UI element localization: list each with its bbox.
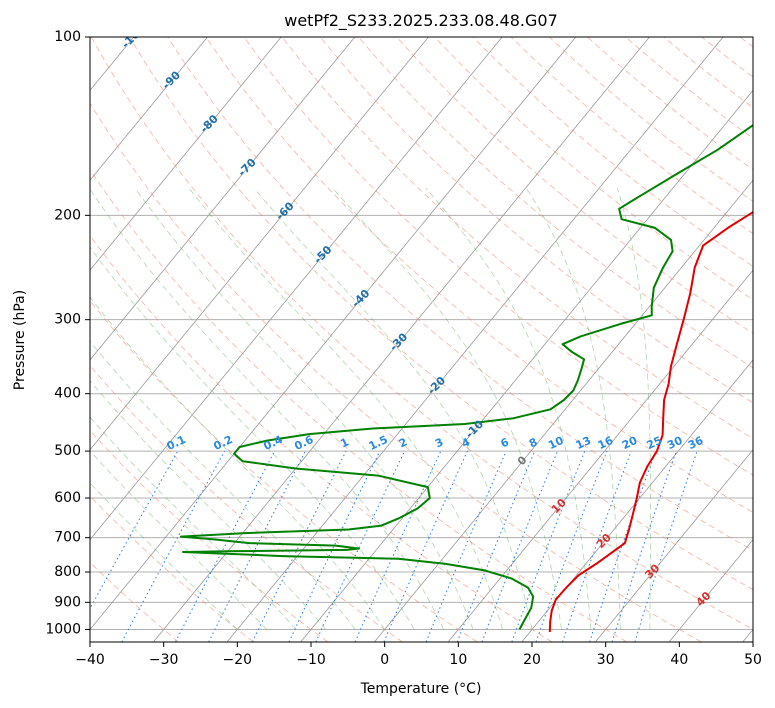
x-axis-ticks: −40 −30 −20 −10 0 10 20 30 40 50 [75,642,762,668]
mixing-ratio-line [481,450,558,642]
isotherm-line [90,37,577,631]
mixing-ratio-line [634,450,698,642]
mixing-ratio-line [288,450,381,642]
dry-adiabat [205,37,753,513]
moist-adiabat [134,187,474,630]
x-tick-label: 10 [449,652,467,668]
y-tick-label: 1000 [45,621,81,637]
chart-title: wetPf2_S233.2025.233.08.48.G07 [284,11,558,31]
dry-adiabat [319,37,753,404]
mixing-ratio-line [611,450,677,642]
dry-adiabat [90,234,553,642]
isotherm-line [90,37,356,361]
x-tick-label: 0 [380,652,389,668]
temperature-line [548,210,753,633]
x-tick-label: −10 [296,652,326,668]
y-tick-label: 600 [54,490,81,506]
mixing-ratio-line [315,450,406,642]
x-tick-label: 40 [670,652,688,668]
mixing-ratio-line [589,450,657,642]
data-series [179,123,753,633]
moist-adiabat [525,187,621,630]
mixing-ratio-label: 16 [596,434,616,452]
moist-adiabat [90,188,444,630]
y-tick-label: 900 [54,594,81,610]
y-tick-label: 200 [54,207,81,223]
moist-adiabats [90,187,651,630]
mixing-ratio-label: 20 [620,434,640,452]
moist-adiabat [90,416,297,630]
y-tick-label: 800 [54,564,81,580]
mixing-ratio-line [511,450,586,642]
moist-adiabat [90,246,415,630]
dry-adiabat [243,37,753,476]
mixing-ratio-lines [90,450,698,642]
isotherm-line [90,37,282,271]
x-axis-label: Temperature (°C) [360,681,482,697]
isotherm-line [90,37,429,451]
x-tick-label: −20 [223,652,253,668]
moist-adiabat [90,340,356,630]
dry-adiabat [90,429,329,642]
dry-adiabat [167,37,753,552]
mixing-ratio-label: 25 [645,434,664,452]
x-tick-label: 30 [597,652,615,668]
mixing-ratio-line [252,450,347,642]
mixing-ratio-label: 30 [665,434,685,452]
mixing-ratio-line [121,450,226,642]
x-tick-label: −30 [149,652,179,668]
moist-adiabat [90,482,238,630]
mixing-ratio-label: 10 [546,434,566,452]
x-tick-label: 50 [744,652,762,668]
isotherm-line [300,89,753,642]
moist-adiabat [616,188,651,630]
x-tick-label: −40 [75,652,105,668]
dry-adiabat [90,169,627,642]
isotherm-line [226,37,724,642]
isotherm-line [90,37,208,181]
mixing-ratio-label: 13 [574,434,593,452]
y-tick-label: 500 [54,443,81,459]
isotherm-line [374,179,753,642]
dry-adiabat [90,561,179,642]
moist-adiabat [90,380,327,630]
moist-adiabat [188,187,503,630]
isotherm-line [90,37,503,541]
moist-adiabat [425,187,592,630]
y-axis-label: Pressure (hPa) [12,290,28,390]
x-tick-label: 20 [523,652,541,668]
y-tick-label: 300 [54,312,81,328]
y-axis-ticks: 100 200 300 400 500 600 700 800 900 1000 [45,29,90,637]
isotherm-line [668,538,753,642]
isotherm-line [521,359,753,642]
dry-adiabats [90,37,753,642]
mixing-ratio-label: 36 [686,434,706,452]
dry-adiabat [90,365,403,642]
dry-adiabat [90,300,478,642]
dry-adiabat [281,37,753,440]
isotherm-line [595,449,753,642]
isotherm-line [447,269,753,642]
plot-frame [89,36,754,643]
y-tick-label: 700 [54,530,81,546]
dewpoint-line [179,123,753,630]
moist-adiabat [90,450,268,630]
plot-area: 0.10.20.40.611.52346810131620253036-100-… [90,37,753,642]
dry-adiabat [90,102,702,642]
y-tick-label: 100 [54,29,81,45]
moist-adiabat [253,187,533,630]
y-tick-label: 400 [54,386,81,402]
